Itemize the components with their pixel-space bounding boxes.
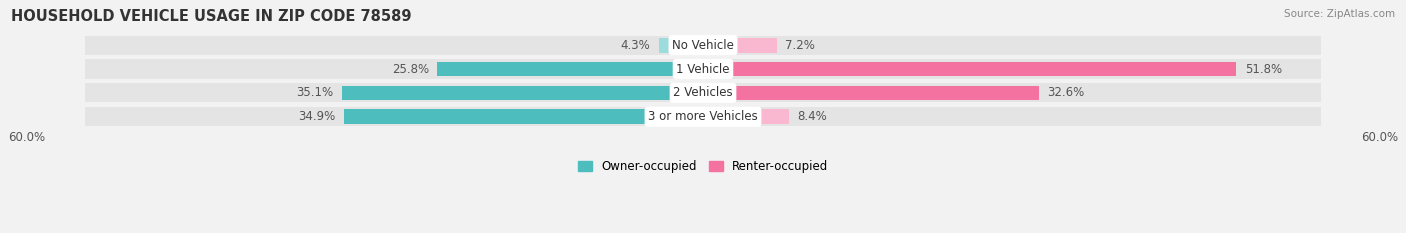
Text: 25.8%: 25.8% [392,62,429,75]
Text: 2 Vehicles: 2 Vehicles [673,86,733,99]
Text: 60.0%: 60.0% [8,131,45,144]
Text: Source: ZipAtlas.com: Source: ZipAtlas.com [1284,9,1395,19]
Bar [86,35,1320,55]
Bar [703,62,1236,76]
Legend: Owner-occupied, Renter-occupied: Owner-occupied, Renter-occupied [572,155,834,178]
Bar [86,59,1320,79]
Text: 1 Vehicle: 1 Vehicle [676,62,730,75]
Bar [703,110,790,124]
Bar [437,62,703,76]
Bar [703,38,778,52]
Bar [703,86,1039,100]
Text: 8.4%: 8.4% [797,110,828,123]
Text: 4.3%: 4.3% [620,39,651,51]
Bar [86,83,1320,103]
Text: 34.9%: 34.9% [298,110,336,123]
Text: 60.0%: 60.0% [1361,131,1398,144]
Bar [86,107,1320,126]
Text: 35.1%: 35.1% [297,86,333,99]
Text: 7.2%: 7.2% [786,39,815,51]
Bar [342,86,703,100]
Text: 51.8%: 51.8% [1244,62,1282,75]
Text: 3 or more Vehicles: 3 or more Vehicles [648,110,758,123]
Bar [659,38,703,52]
Text: HOUSEHOLD VEHICLE USAGE IN ZIP CODE 78589: HOUSEHOLD VEHICLE USAGE IN ZIP CODE 7858… [11,9,412,24]
Text: No Vehicle: No Vehicle [672,39,734,51]
Text: 32.6%: 32.6% [1047,86,1084,99]
Bar [343,110,703,124]
